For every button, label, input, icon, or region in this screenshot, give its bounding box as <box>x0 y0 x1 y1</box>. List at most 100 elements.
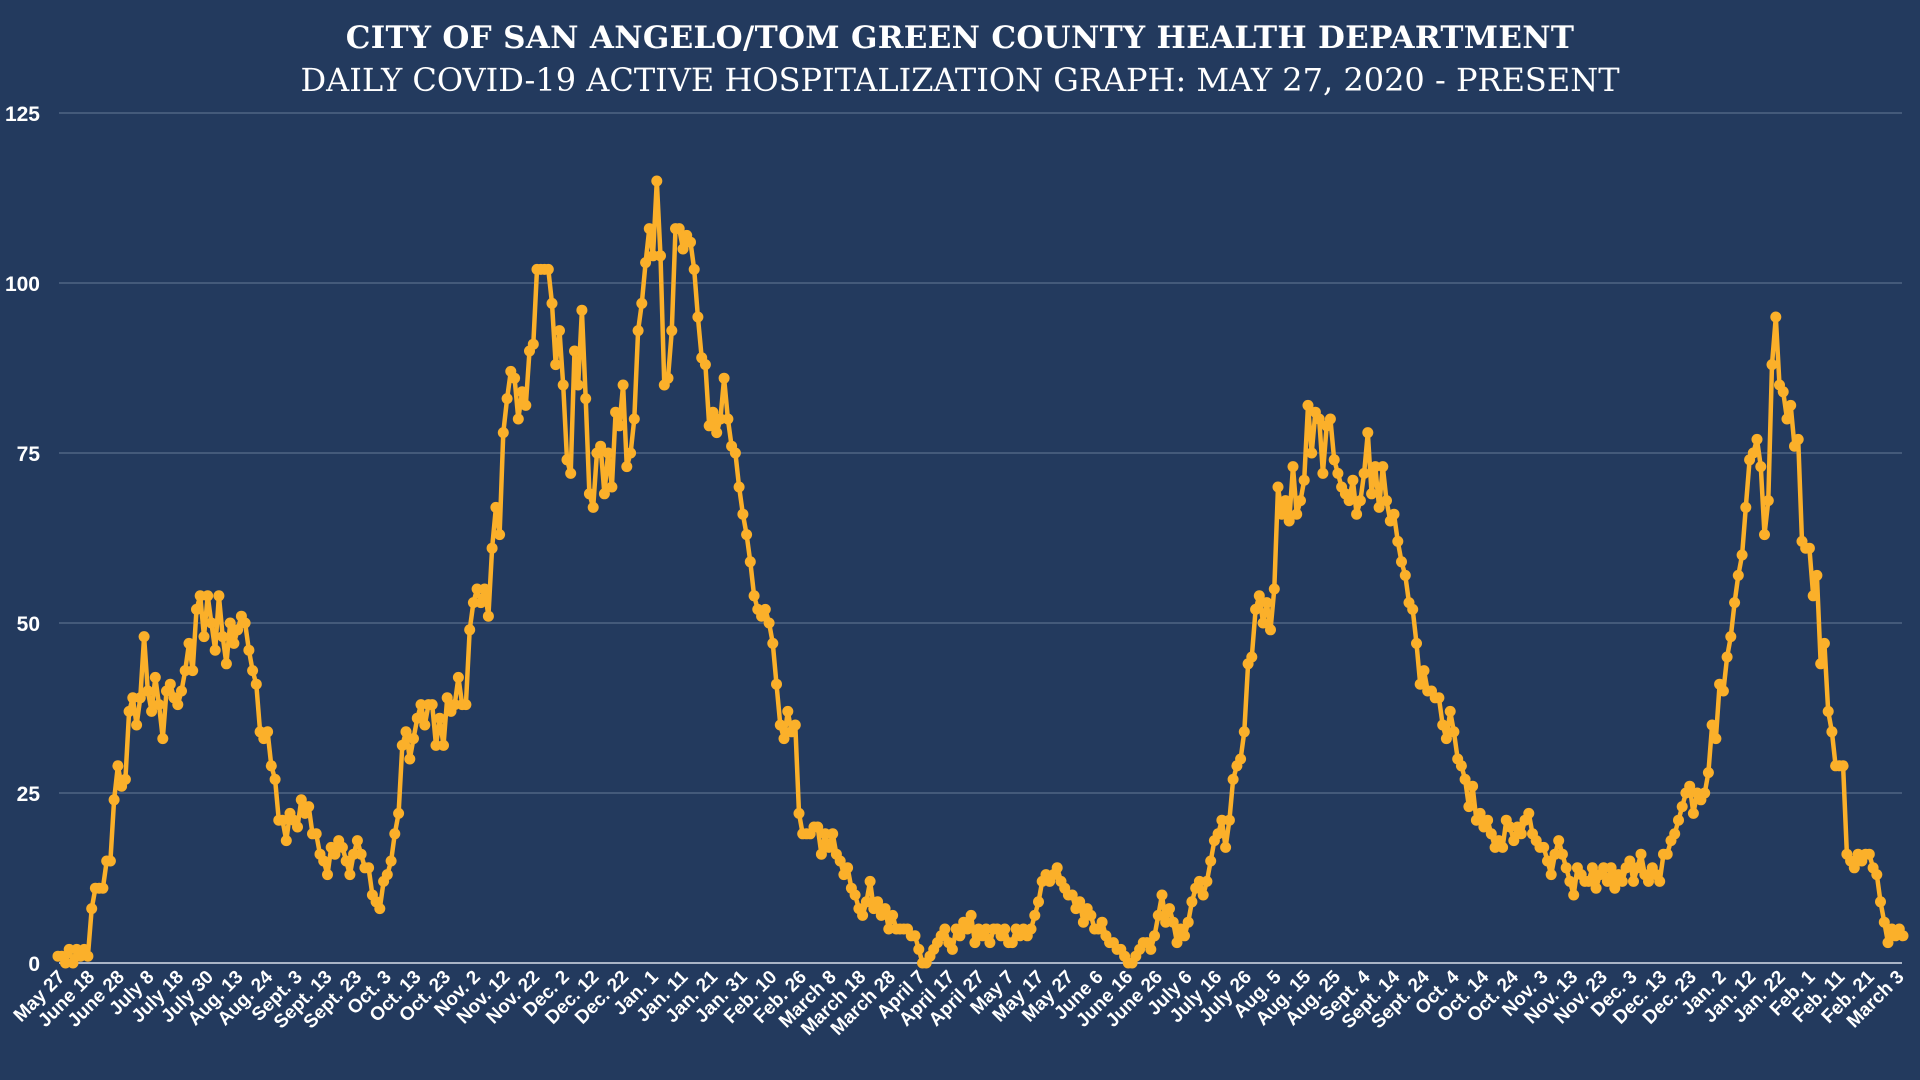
data-point <box>1448 726 1460 738</box>
data-point <box>385 855 397 867</box>
data-point <box>1643 875 1654 887</box>
data-point <box>1463 801 1475 813</box>
data-point <box>685 236 696 248</box>
data-point <box>1167 916 1179 928</box>
data-point <box>187 665 199 677</box>
chart-subtitle: DAILY COVID-19 ACTIVE HOSPITALIZATION GR… <box>300 61 1620 99</box>
data-point <box>153 699 165 711</box>
data-point <box>1485 828 1497 840</box>
data-point <box>699 359 711 371</box>
data-point <box>1396 556 1407 568</box>
data-point <box>1250 603 1262 615</box>
data-point <box>1818 637 1830 649</box>
data-point <box>1179 930 1190 942</box>
data-point <box>224 617 236 629</box>
data-point <box>1635 848 1647 860</box>
data-point <box>1762 495 1774 507</box>
data-point <box>778 733 790 745</box>
data-point <box>482 610 494 622</box>
data-point <box>1343 495 1355 507</box>
series-active-hospitalizations <box>52 175 1909 969</box>
data-point <box>598 488 610 500</box>
data-point <box>565 467 577 479</box>
data-point <box>1220 841 1232 853</box>
data-point <box>172 699 184 711</box>
data-point <box>1366 488 1378 500</box>
data-point <box>408 733 419 745</box>
data-point <box>628 413 640 425</box>
data-point <box>441 692 453 704</box>
data-point <box>460 699 472 711</box>
data-point <box>1444 705 1456 717</box>
data-point <box>1878 916 1890 928</box>
data-point <box>1253 590 1265 602</box>
gridlines <box>59 112 1902 964</box>
data-point <box>310 828 322 840</box>
data-point <box>860 896 872 908</box>
data-point <box>1440 733 1452 745</box>
data-point <box>512 413 524 425</box>
data-point <box>1029 909 1041 921</box>
data-point <box>636 297 648 309</box>
data-point <box>1542 855 1553 867</box>
data-point <box>1467 780 1479 792</box>
data-point <box>1313 413 1325 425</box>
data-point <box>857 909 869 921</box>
data-point <box>557 379 569 391</box>
data-point <box>587 501 599 513</box>
data-point <box>879 903 891 915</box>
data-point <box>183 637 195 649</box>
data-point <box>729 447 741 459</box>
data-point <box>108 794 120 806</box>
data-point <box>520 399 532 411</box>
data-point <box>138 631 150 643</box>
data-point <box>872 896 884 908</box>
data-point <box>834 855 846 867</box>
data-point <box>1710 733 1722 745</box>
data-point <box>1268 583 1280 595</box>
data-point <box>711 427 723 439</box>
data-point <box>1437 719 1449 731</box>
chart-title: CITY OF SAN ANGELO/TOM GREEN COUNTY HEAL… <box>345 20 1575 56</box>
data-point <box>1882 937 1894 949</box>
data-point <box>1654 875 1666 887</box>
data-point <box>909 930 921 942</box>
data-point <box>146 705 158 717</box>
data-point <box>827 828 839 840</box>
data-point <box>393 807 405 819</box>
data-point <box>1815 658 1827 670</box>
data-point <box>1351 508 1363 520</box>
data-point <box>1407 603 1419 615</box>
data-point <box>1538 841 1550 853</box>
data-point <box>1164 903 1175 915</box>
data-point <box>479 583 491 595</box>
data-point <box>318 855 330 867</box>
data-point <box>984 937 996 949</box>
data-point <box>1459 773 1471 785</box>
data-point <box>610 406 622 418</box>
data-point <box>404 753 416 765</box>
data-point <box>1732 569 1744 581</box>
data-point <box>1347 474 1359 486</box>
data-point <box>1740 501 1752 513</box>
data-point <box>621 461 633 473</box>
data-point <box>961 923 973 935</box>
y-tick-label: 75 <box>17 443 41 466</box>
data-point <box>737 508 749 520</box>
data-point <box>228 637 240 649</box>
data-point <box>666 325 678 337</box>
data-point <box>396 739 408 751</box>
data-point <box>1822 705 1834 717</box>
data-point <box>1096 916 1108 928</box>
data-point <box>112 760 124 772</box>
data-point <box>707 406 719 418</box>
data-point <box>748 590 760 602</box>
data-point <box>292 821 303 833</box>
data-point <box>205 617 217 629</box>
data-point <box>1006 937 1018 949</box>
data-point <box>1687 807 1699 819</box>
data-point <box>1201 875 1213 887</box>
data-point <box>1751 433 1763 445</box>
data-point <box>703 420 715 432</box>
